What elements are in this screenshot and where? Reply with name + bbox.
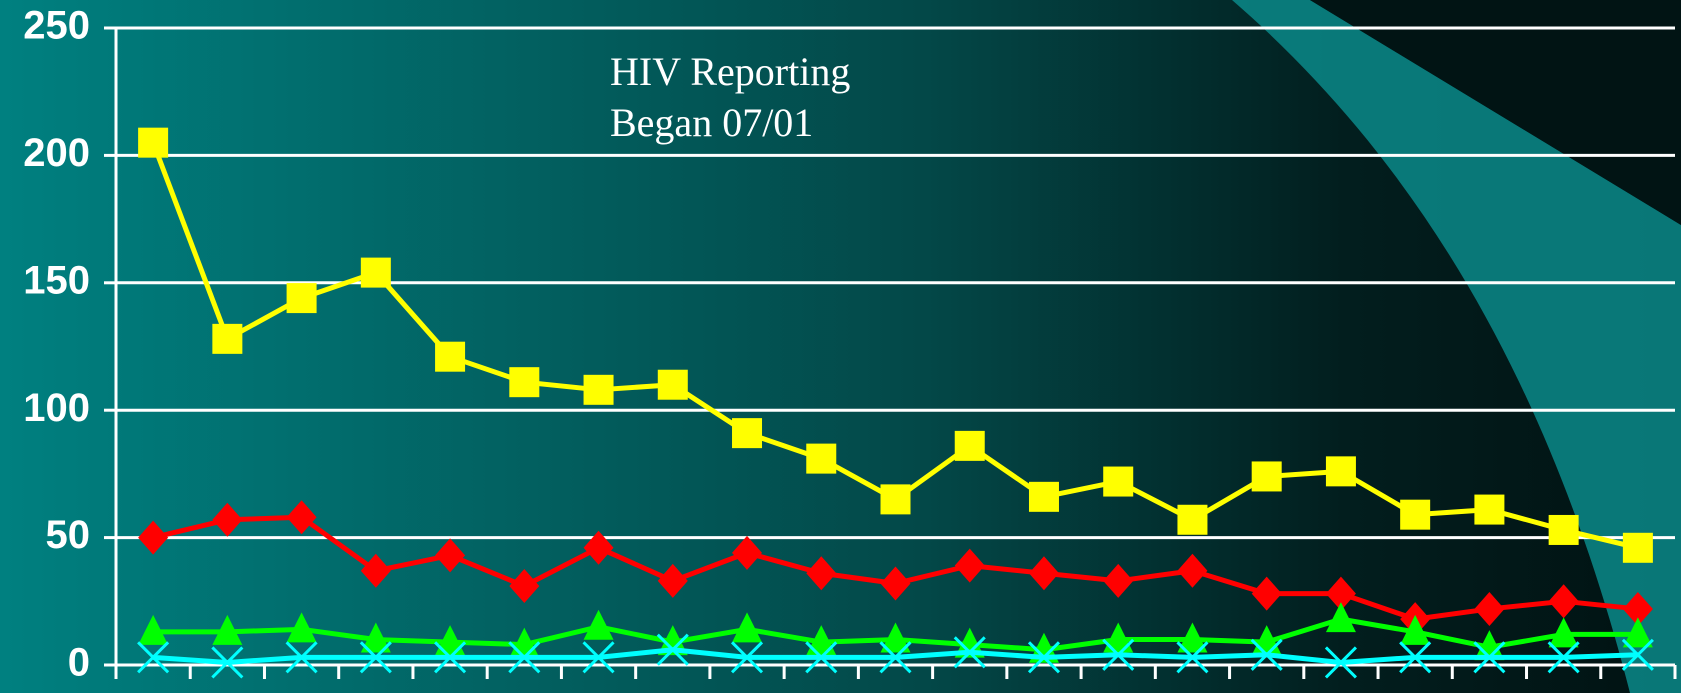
- y-tick-label: 250: [23, 4, 90, 48]
- y-tick-label: 150: [23, 258, 90, 302]
- marker: [1252, 461, 1282, 491]
- marker: [287, 283, 317, 313]
- marker: [658, 370, 688, 400]
- page: {"chart_data": { "type": "line", "annota…: [0, 0, 1681, 693]
- marker: [1029, 482, 1059, 512]
- marker: [361, 258, 391, 288]
- marker: [509, 367, 539, 397]
- annotation: HIV Reporting: [610, 49, 850, 94]
- y-tick-label: 50: [46, 513, 91, 557]
- y-tick-label: 200: [23, 131, 90, 175]
- marker: [1177, 505, 1207, 535]
- marker: [955, 431, 985, 461]
- y-tick-label: 100: [23, 386, 90, 430]
- marker: [1474, 495, 1504, 525]
- marker: [1623, 533, 1653, 563]
- marker: [212, 324, 242, 354]
- marker: [881, 484, 911, 514]
- marker: [1400, 500, 1430, 530]
- marker: [138, 128, 168, 158]
- y-tick-label: 0: [68, 641, 90, 685]
- marker: [806, 444, 836, 474]
- marker: [1326, 456, 1356, 486]
- marker: [435, 342, 465, 372]
- marker: [732, 418, 762, 448]
- marker: [584, 375, 614, 405]
- chart: HIV Reporting Began 07/01 0 50 100 150 200 25…: [0, 0, 1681, 693]
- marker: [1549, 515, 1579, 545]
- annotation: Began 07/01: [610, 100, 813, 145]
- marker: [1103, 467, 1133, 497]
